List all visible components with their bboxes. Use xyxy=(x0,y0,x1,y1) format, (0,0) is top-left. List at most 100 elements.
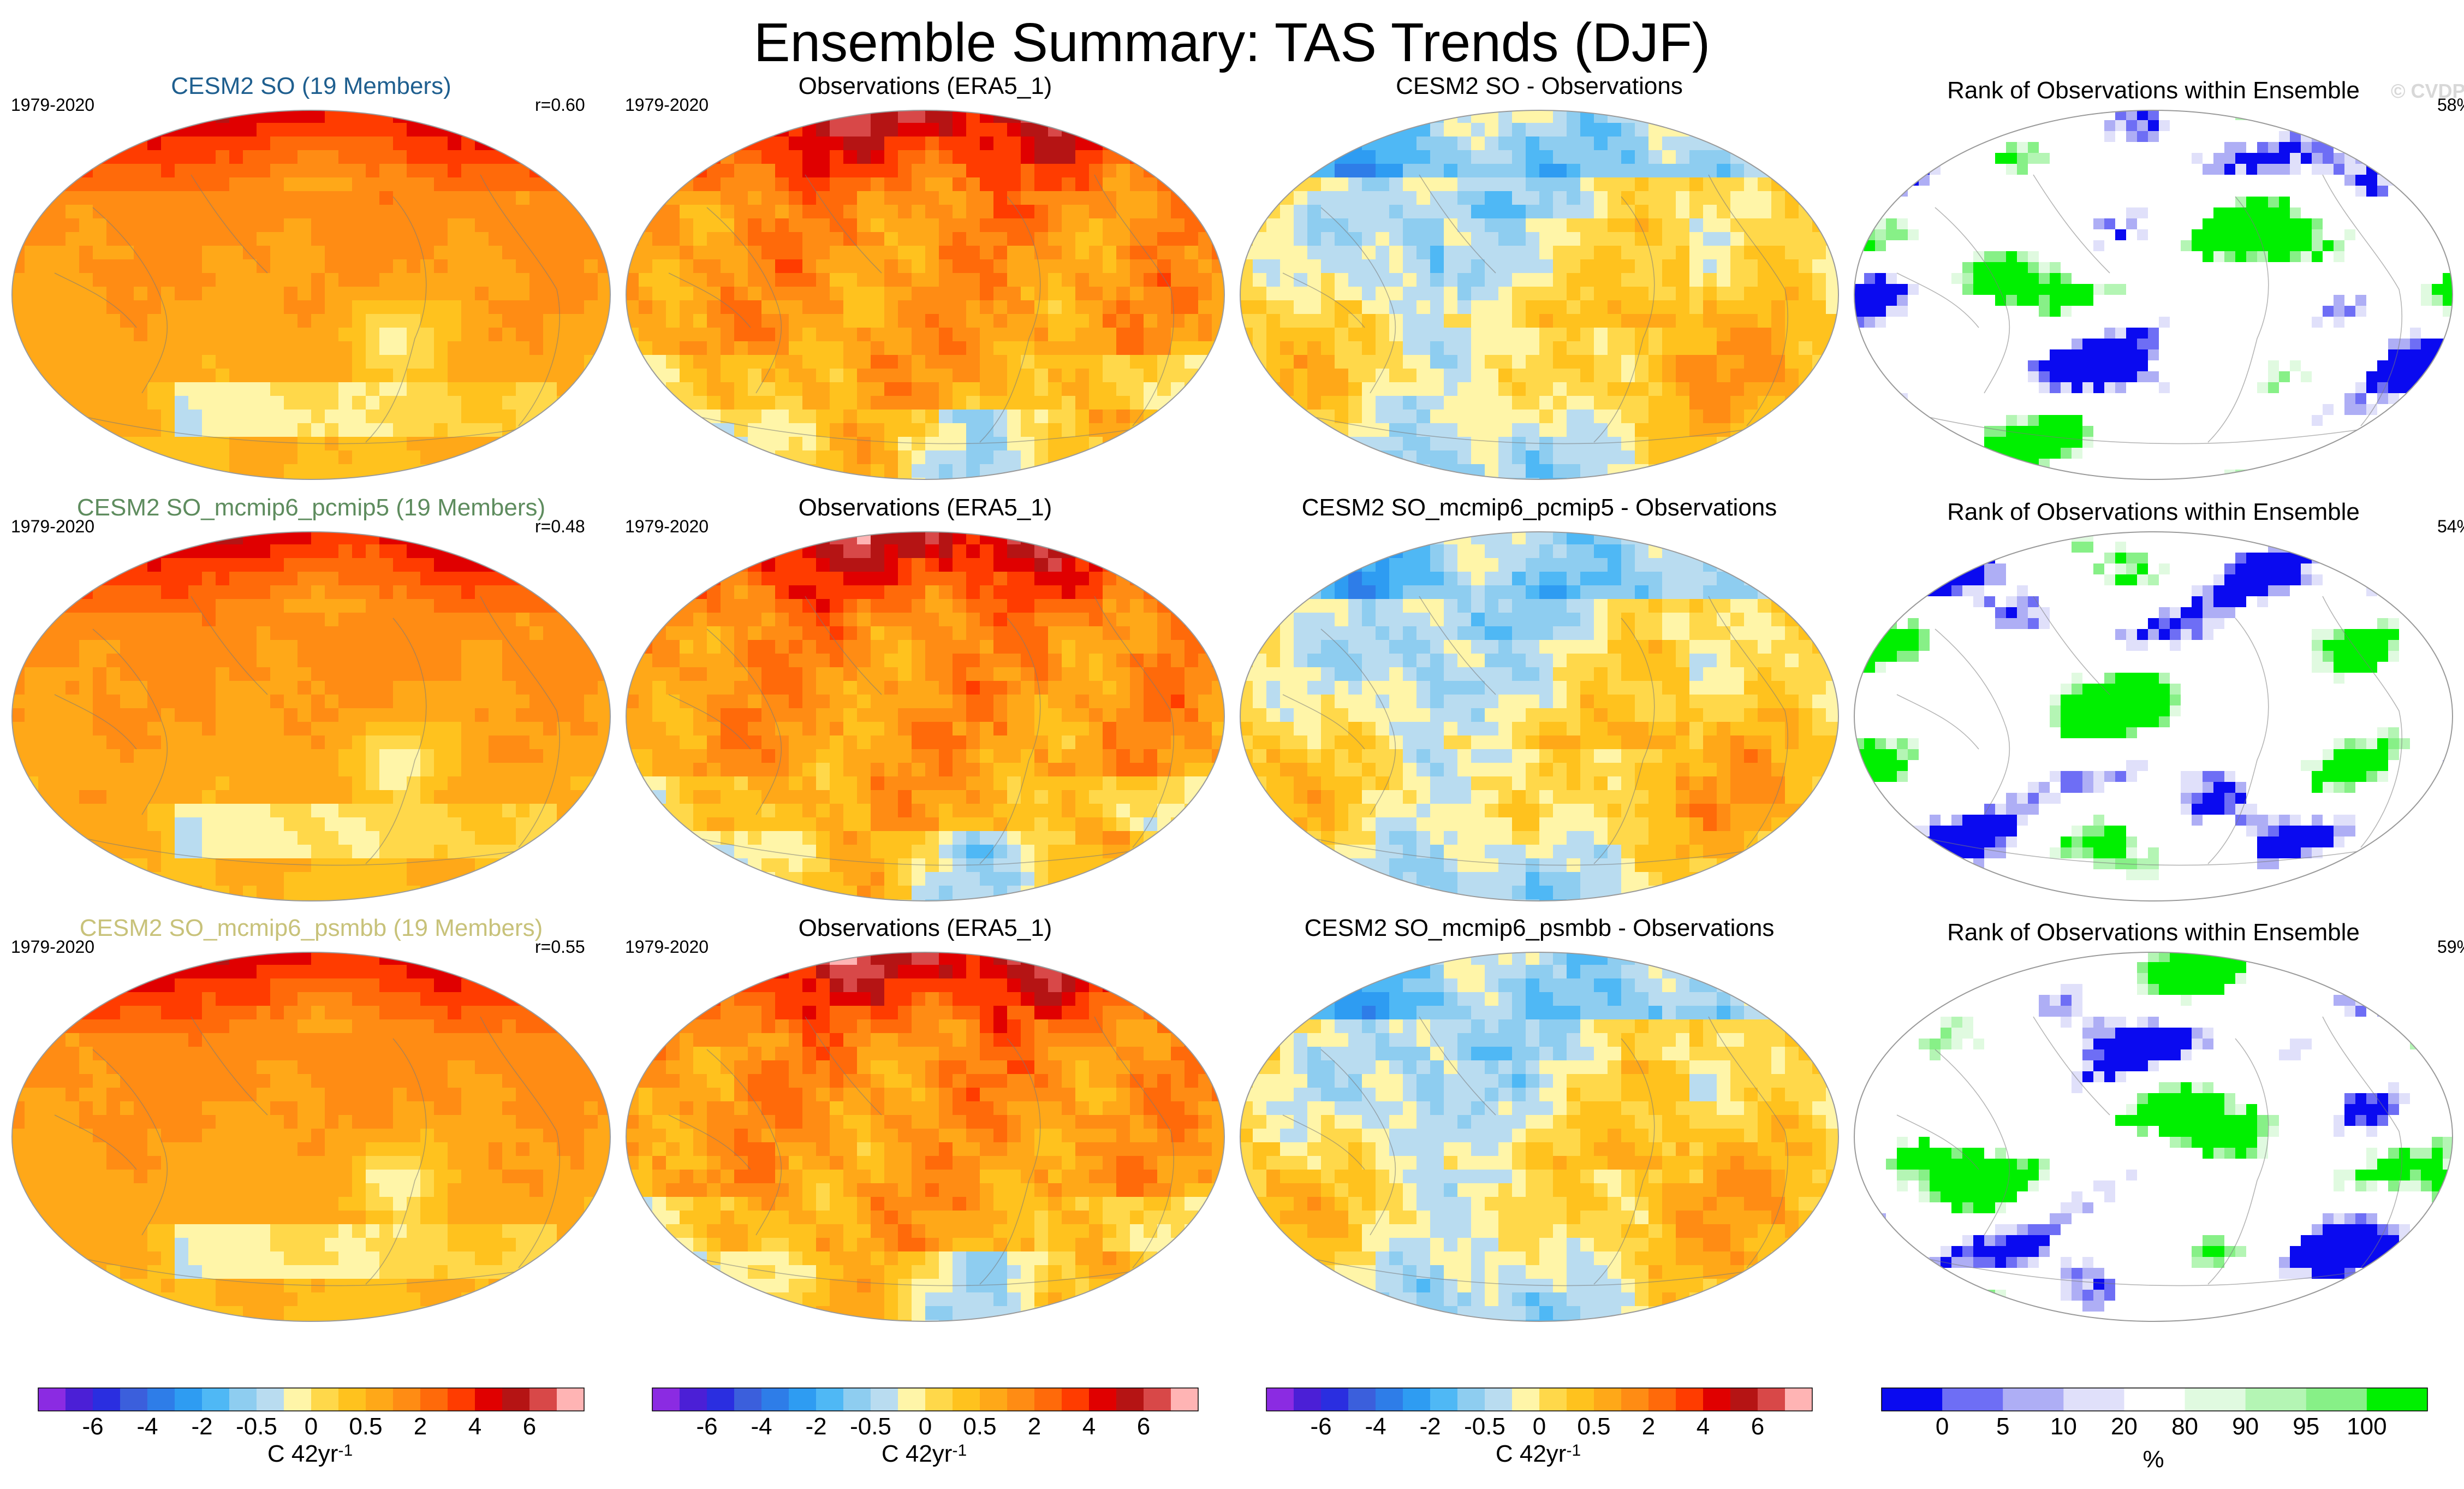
colorbar-swatch xyxy=(1403,1388,1431,1411)
colorbar-swatch xyxy=(1348,1388,1376,1411)
rank-map-row3 xyxy=(1854,952,2453,1322)
colorbar-units-exponent: -1 xyxy=(952,1441,967,1460)
diff-map-row1 xyxy=(1240,110,1839,480)
obs-map-row3 xyxy=(626,952,1225,1322)
colorbar-tick-label: -2 xyxy=(1419,1413,1441,1440)
colorbar-swatch xyxy=(448,1388,475,1411)
colorbar-swatch xyxy=(557,1388,585,1411)
rank-colorbar xyxy=(1881,1387,2428,1411)
model-period: 1979-2020 xyxy=(11,95,95,115)
model-map-row2 xyxy=(11,531,611,901)
map-field-model xyxy=(12,532,610,901)
colorbar-tick-label: 6 xyxy=(1136,1413,1151,1440)
map-outline xyxy=(1854,952,2453,1322)
colorbar-swatch xyxy=(1512,1388,1540,1411)
map-field-model xyxy=(12,110,610,479)
colorbar-units-exponent: -1 xyxy=(1566,1441,1581,1460)
model-correlation: r=0.48 xyxy=(535,517,585,536)
obs-period: 1979-2020 xyxy=(625,937,709,957)
colorbar-swatch xyxy=(1621,1388,1649,1411)
colorbar-swatch xyxy=(257,1388,284,1411)
trend-colorbar-2 xyxy=(652,1387,1199,1411)
colorbar-tick-label: -4 xyxy=(1365,1413,1386,1440)
model-panel-title: CESM2 SO_mcmip6_pcmip5 (19 Members) xyxy=(76,494,546,521)
colorbar-swatch xyxy=(420,1388,448,1411)
colorbar-swatch xyxy=(1676,1388,1704,1411)
colorbar-swatch xyxy=(1703,1388,1731,1411)
rank-colorbar-swatch xyxy=(2003,1388,2064,1411)
colorbar-swatch xyxy=(284,1388,312,1411)
rank-panel-title: Rank of Observations within Ensemble xyxy=(1947,499,2360,525)
model-panel-title: CESM2 SO_mcmip6_psmbb (19 Members) xyxy=(79,915,543,941)
colorbar-units-text: C 42yr xyxy=(267,1440,338,1467)
colorbar-swatch xyxy=(1430,1388,1458,1411)
colorbar-tick-label: 0 xyxy=(918,1413,932,1440)
rank-colorbar-swatch xyxy=(2366,1388,2428,1411)
rank-colorbar-tick-label: 80 xyxy=(2171,1413,2199,1440)
colorbar-units-exponent: -1 xyxy=(338,1441,353,1460)
map-field-diff xyxy=(1240,532,1838,901)
coastline-lines xyxy=(668,596,1204,866)
map-outline xyxy=(1240,531,1839,901)
colorbar-swatch xyxy=(707,1388,735,1411)
colorbar-swatch xyxy=(980,1388,1008,1411)
diff-panel-title: CESM2 SO - Observations xyxy=(1396,73,1683,99)
colorbar-swatch xyxy=(925,1388,953,1411)
map-outline xyxy=(1854,531,2453,901)
colorbar-swatch xyxy=(871,1388,898,1411)
colorbar-swatch xyxy=(680,1388,707,1411)
colorbar-units-text: C 42yr xyxy=(881,1440,953,1467)
colorbar-tick-label: 0.5 xyxy=(1577,1413,1611,1440)
map-field-rank xyxy=(1854,110,2453,479)
rank-percentage: 54% xyxy=(2437,517,2464,536)
rank-colorbar-units-label: % xyxy=(2142,1446,2164,1473)
colorbar-swatch xyxy=(1266,1388,1294,1411)
colorbar-swatch xyxy=(1567,1388,1594,1411)
obs-map-row1 xyxy=(626,110,1225,480)
colorbar-swatch xyxy=(1116,1388,1144,1411)
colorbar-swatch xyxy=(1594,1388,1622,1411)
rank-percentage: 58% xyxy=(2437,95,2464,115)
colorbar-swatch xyxy=(175,1388,203,1411)
trend-colorbar-3 xyxy=(1266,1387,1813,1411)
colorbar-swatch xyxy=(789,1388,817,1411)
rank-colorbar-tick-label: 0 xyxy=(1935,1413,1949,1440)
colorbar-swatch xyxy=(38,1388,66,1411)
rank-panel-title: Rank of Observations within Ensemble xyxy=(1947,77,2360,104)
rank-colorbar-swatch xyxy=(2124,1388,2186,1411)
colorbar-swatch xyxy=(843,1388,871,1411)
map-outline xyxy=(11,110,611,480)
map-outline xyxy=(1854,110,2453,480)
colorbar-tick-label: -0.5 xyxy=(1464,1413,1505,1440)
colorbar-swatch xyxy=(66,1388,93,1411)
colorbar-units-text: C 42yr xyxy=(1495,1440,1567,1467)
rank-colorbar-swatch xyxy=(2063,1388,2124,1411)
coastline-lines xyxy=(1896,174,2432,444)
colorbar-swatch xyxy=(1485,1388,1513,1411)
colorbar-swatch xyxy=(652,1388,680,1411)
colorbar-tick-label: 4 xyxy=(1082,1413,1096,1440)
colorbar-swatch xyxy=(93,1388,121,1411)
colorbar-tick-label: -2 xyxy=(191,1413,213,1440)
rank-colorbar-tick-label: 95 xyxy=(2293,1413,2320,1440)
colorbar-swatch xyxy=(1785,1388,1813,1411)
colorbar-swatch xyxy=(1321,1388,1349,1411)
rank-colorbar-tick-label: 5 xyxy=(1996,1413,2010,1440)
colorbar-swatch xyxy=(120,1388,148,1411)
map-field-diff xyxy=(1240,952,1838,1321)
colorbar-swatch xyxy=(1171,1388,1199,1411)
rank-map-row2 xyxy=(1854,531,2453,901)
colorbar-swatch xyxy=(475,1388,503,1411)
obs-period: 1979-2020 xyxy=(625,517,709,536)
colorbar-swatch xyxy=(1144,1388,1171,1411)
trend-colorbar-1 xyxy=(38,1387,585,1411)
obs-panel-title: Observations (ERA5_1) xyxy=(798,494,1052,521)
diff-panel-title: CESM2 SO_mcmip6_pcmip5 - Observations xyxy=(1301,494,1777,521)
watermark: © CVDP-LE xyxy=(2391,80,2464,102)
colorbar-tick-label: 0.5 xyxy=(349,1413,383,1440)
colorbar-swatch xyxy=(202,1388,230,1411)
map-outline xyxy=(626,531,1225,901)
rank-percentage: 59% xyxy=(2437,937,2464,957)
rank-colorbar-tick-label: 20 xyxy=(2110,1413,2138,1440)
colorbar-units-label: C 42yr-1 xyxy=(1429,1440,1647,1468)
